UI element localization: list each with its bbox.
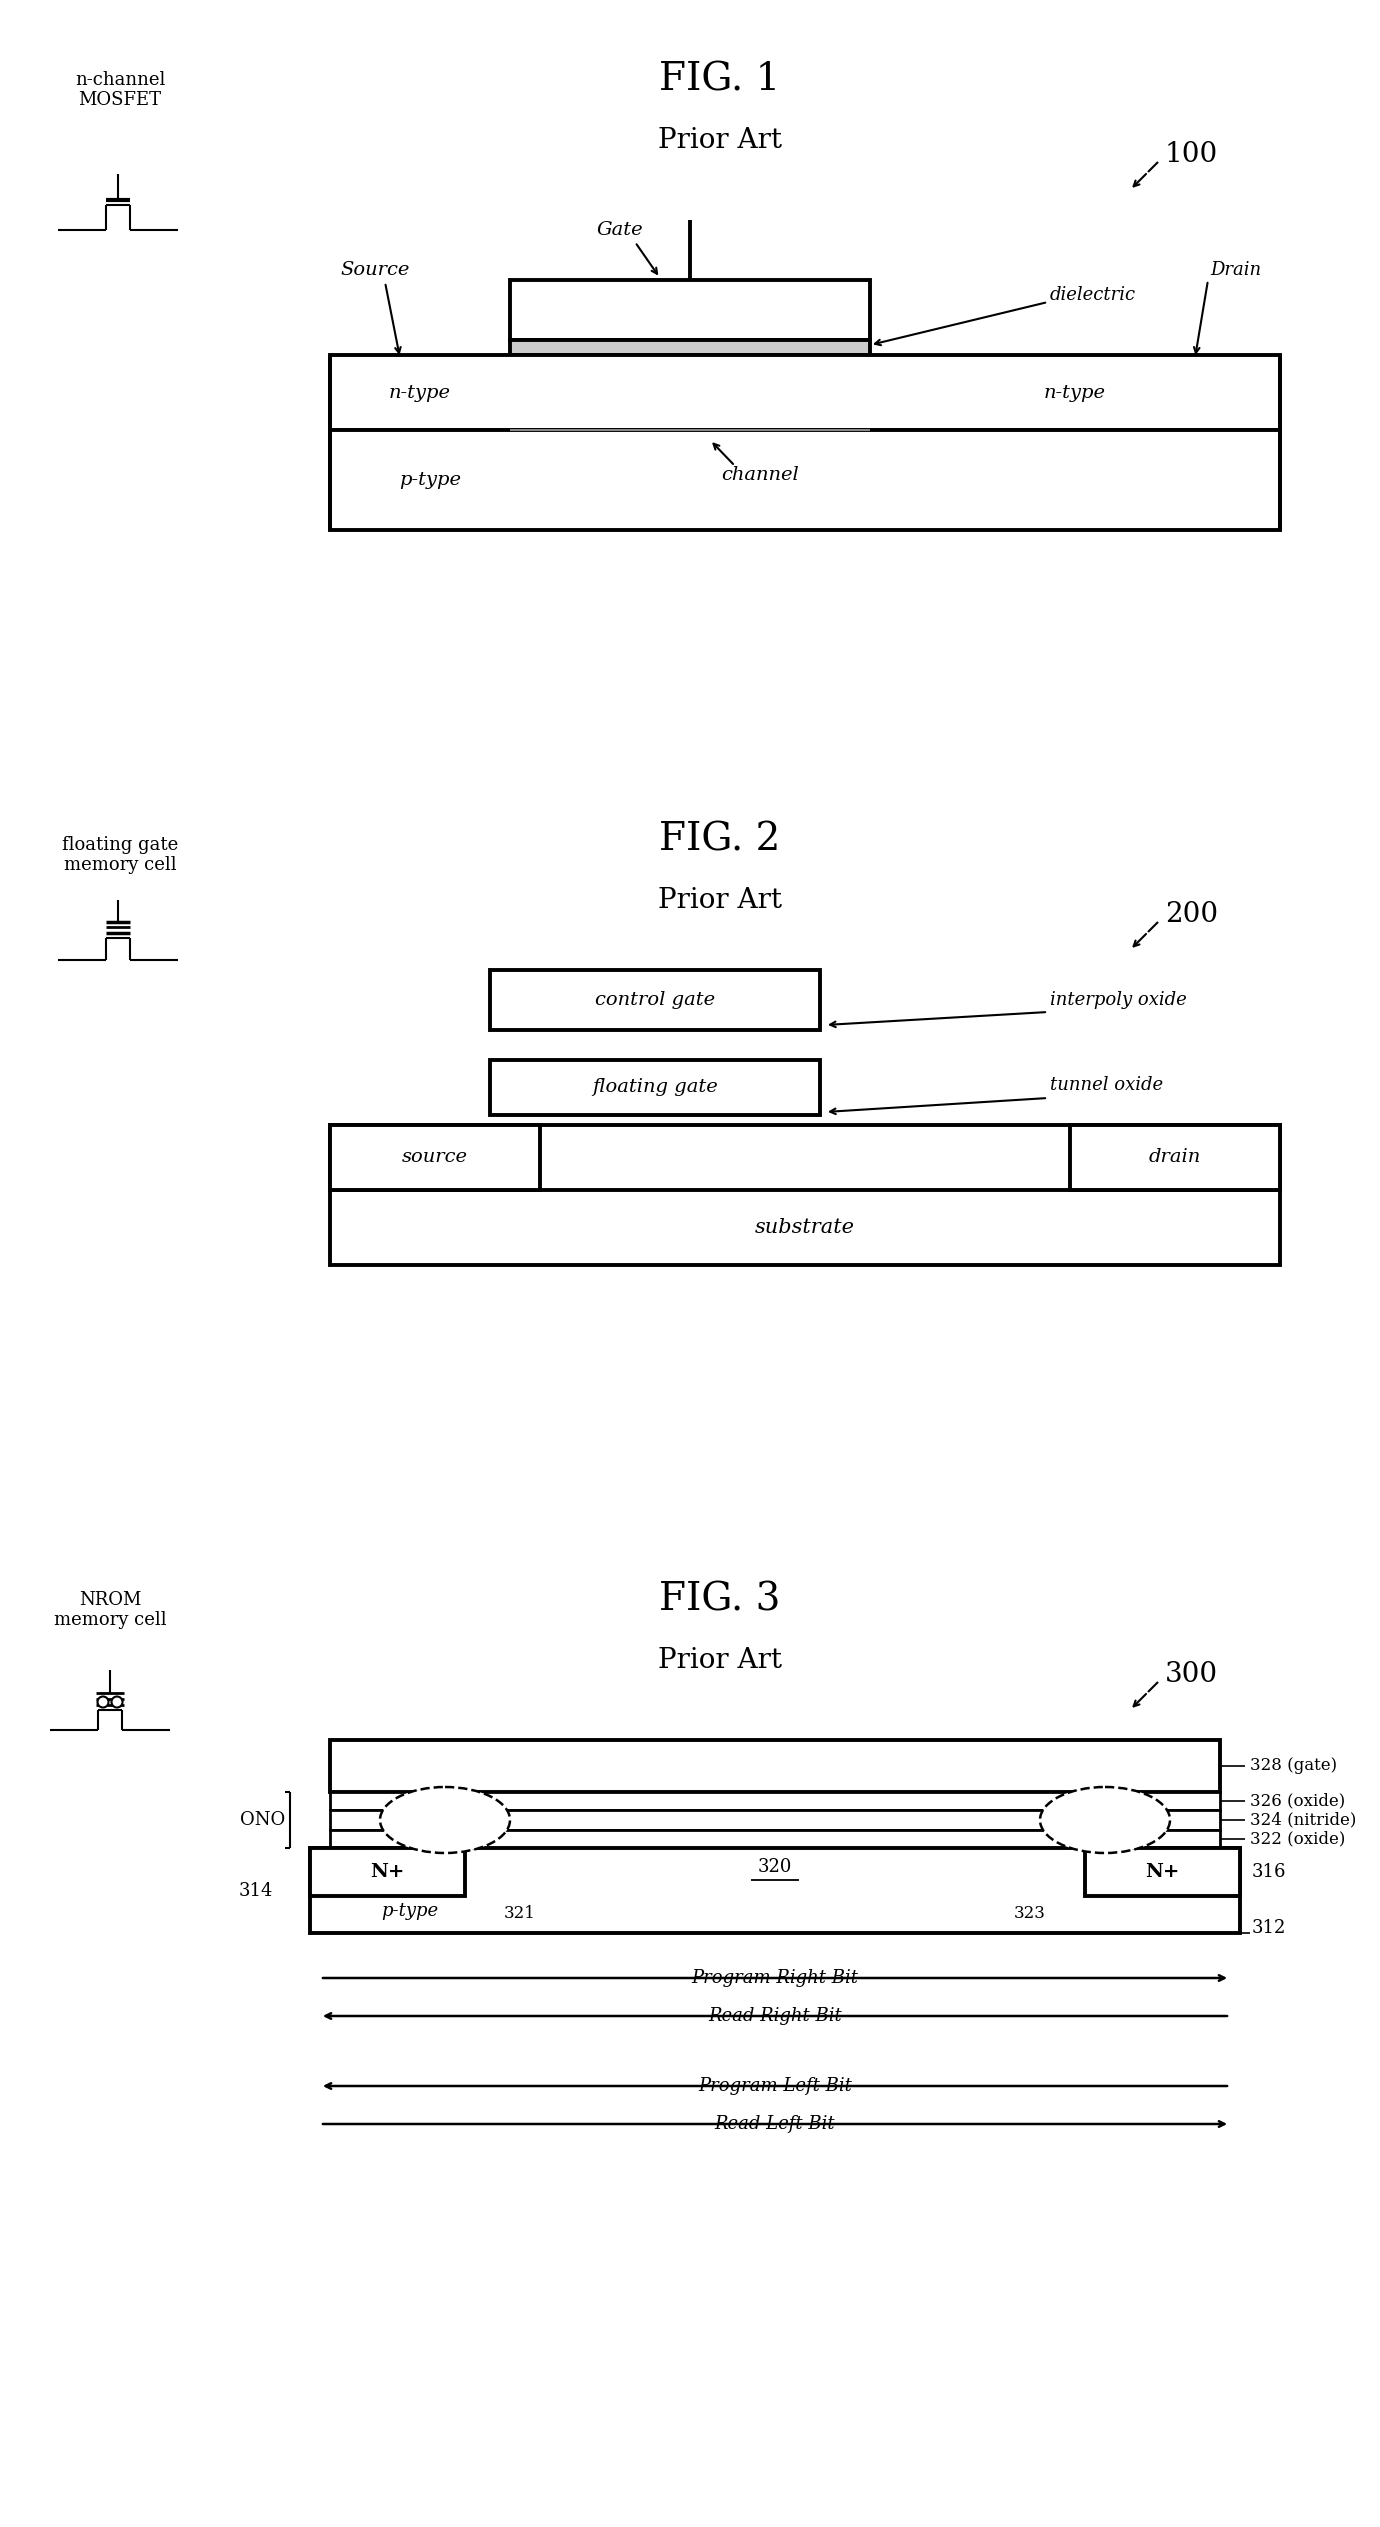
Bar bbox=[330, 1741, 1220, 1792]
Text: Read Left Bit: Read Left Bit bbox=[715, 2115, 835, 2133]
Circle shape bbox=[98, 1696, 109, 1708]
Bar bbox=[490, 1059, 820, 1114]
Text: Prior Art: Prior Art bbox=[658, 887, 782, 912]
Text: Program Right Bit: Program Right Bit bbox=[691, 1969, 858, 1986]
Text: 326 (oxide): 326 (oxide) bbox=[1250, 1792, 1346, 1809]
Text: dielectric: dielectric bbox=[1050, 286, 1136, 303]
Text: 316: 316 bbox=[1252, 1862, 1286, 1880]
Text: FIG. 2: FIG. 2 bbox=[660, 821, 781, 859]
Text: tunnel oxide: tunnel oxide bbox=[1050, 1077, 1163, 1094]
Bar bbox=[330, 1830, 1220, 1847]
Text: N+: N+ bbox=[370, 1862, 404, 1880]
Bar bbox=[330, 1809, 1220, 1830]
Bar bbox=[511, 341, 869, 354]
Text: 328 (gate): 328 (gate) bbox=[1250, 1756, 1337, 1774]
Bar bbox=[310, 1847, 465, 1895]
Text: ONO: ONO bbox=[240, 1812, 286, 1830]
Text: Gate: Gate bbox=[596, 220, 643, 240]
Bar bbox=[1070, 1125, 1281, 1190]
Circle shape bbox=[112, 1696, 123, 1708]
Text: Read Right Bit: Read Right Bit bbox=[708, 2006, 842, 2024]
Text: 100: 100 bbox=[1165, 142, 1219, 169]
Text: Program Left Bit: Program Left Bit bbox=[698, 2077, 851, 2095]
Bar bbox=[1085, 1847, 1241, 1895]
Text: 323: 323 bbox=[1014, 1905, 1046, 1923]
Text: Source: Source bbox=[341, 260, 410, 278]
Text: NROM
memory cell: NROM memory cell bbox=[54, 1589, 167, 1630]
Text: n-type: n-type bbox=[389, 384, 451, 402]
Text: p-type: p-type bbox=[399, 470, 461, 490]
Text: drain: drain bbox=[1150, 1147, 1201, 1167]
Ellipse shape bbox=[380, 1787, 511, 1852]
Text: floating gate
memory cell: floating gate memory cell bbox=[62, 836, 178, 874]
Bar bbox=[330, 1125, 1281, 1266]
Text: N+: N+ bbox=[1145, 1862, 1180, 1880]
Text: 200: 200 bbox=[1165, 902, 1219, 927]
Text: 321: 321 bbox=[504, 1905, 535, 1923]
Text: 312: 312 bbox=[1252, 1918, 1286, 1938]
Bar bbox=[310, 1847, 1241, 1933]
Text: FIG. 1: FIG. 1 bbox=[660, 61, 781, 99]
Text: control gate: control gate bbox=[595, 991, 715, 1008]
Text: channel: channel bbox=[722, 465, 799, 485]
Text: FIG. 3: FIG. 3 bbox=[660, 1582, 781, 1617]
Text: interpoly oxide: interpoly oxide bbox=[1050, 991, 1187, 1008]
Bar bbox=[330, 430, 1281, 531]
Bar bbox=[490, 970, 820, 1031]
Bar bbox=[330, 354, 1281, 430]
Text: n-channel
MOSFET: n-channel MOSFET bbox=[75, 71, 166, 109]
Text: 324 (nitride): 324 (nitride) bbox=[1250, 1812, 1357, 1830]
Text: substrate: substrate bbox=[755, 1218, 856, 1238]
Text: Prior Art: Prior Art bbox=[658, 1648, 782, 1673]
Text: 320: 320 bbox=[758, 1857, 792, 1875]
Text: 300: 300 bbox=[1165, 1660, 1219, 1688]
Bar bbox=[330, 1792, 1220, 1809]
Text: source: source bbox=[402, 1147, 468, 1167]
Text: 322 (oxide): 322 (oxide) bbox=[1250, 1830, 1346, 1847]
Text: Prior Art: Prior Art bbox=[658, 126, 782, 154]
Text: p-type: p-type bbox=[381, 1903, 439, 1921]
Text: Drain: Drain bbox=[1210, 260, 1261, 278]
Text: floating gate: floating gate bbox=[592, 1079, 718, 1097]
Bar bbox=[330, 1125, 540, 1190]
Text: 314: 314 bbox=[239, 1883, 273, 1900]
Ellipse shape bbox=[1041, 1787, 1170, 1852]
Bar bbox=[511, 280, 869, 341]
Text: n-type: n-type bbox=[1045, 384, 1105, 402]
